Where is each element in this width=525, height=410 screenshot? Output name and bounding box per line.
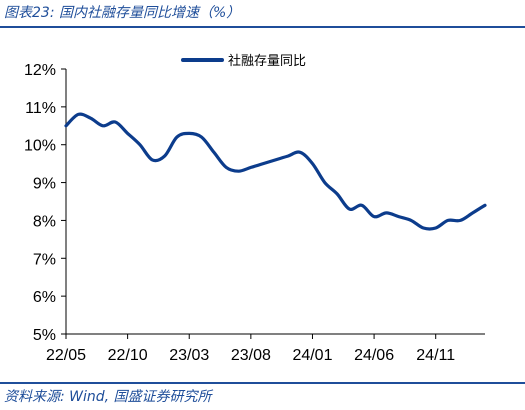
chart-series [64, 112, 487, 231]
y-tick-label: 5% [33, 327, 56, 344]
x-tick-label: 24/06 [354, 347, 394, 364]
y-tick-label: 10% [24, 138, 56, 155]
y-tick-label: 6% [33, 289, 56, 306]
y-tick-label: 12% [24, 62, 56, 79]
chart-legend: 社融存量同比 [181, 53, 306, 69]
y-tick-label: 11% [25, 100, 56, 117]
y-tick-label: 7% [33, 251, 56, 268]
x-tick-label: 23/03 [169, 347, 209, 364]
chart-axes [65, 69, 485, 335]
y-tick-label: 8% [33, 213, 56, 230]
y-tick-label: 9% [33, 176, 56, 193]
x-axis-ticks: 22/05 22/10 23/03 23/08 24/01 24/06 24/11 [46, 334, 455, 364]
figure-title: 图表23: 国内社融存量同比增速（%） [4, 5, 241, 21]
y-axis-ticks: 5% 6% 7% 8% 9% 10% 11% 12% [24, 62, 66, 344]
bottom-rule [0, 382, 525, 384]
series-line [64, 112, 487, 231]
x-tick-label: 24/01 [292, 347, 332, 364]
x-tick-label: 23/08 [231, 347, 271, 364]
x-tick-label: 22/10 [108, 347, 148, 364]
legend-label: 社融存量同比 [228, 53, 306, 69]
x-tick-label: 22/05 [46, 347, 86, 364]
source-note: 资料来源: Wind, 国盛证券研究所 [4, 389, 212, 405]
top-rule [0, 26, 525, 28]
line-chart: 5% 6% 7% 8% 9% 10% 11% 12% 22/05 22/10 23/03 23/08… [24, 53, 487, 364]
x-tick-label: 24/11 [416, 347, 455, 364]
